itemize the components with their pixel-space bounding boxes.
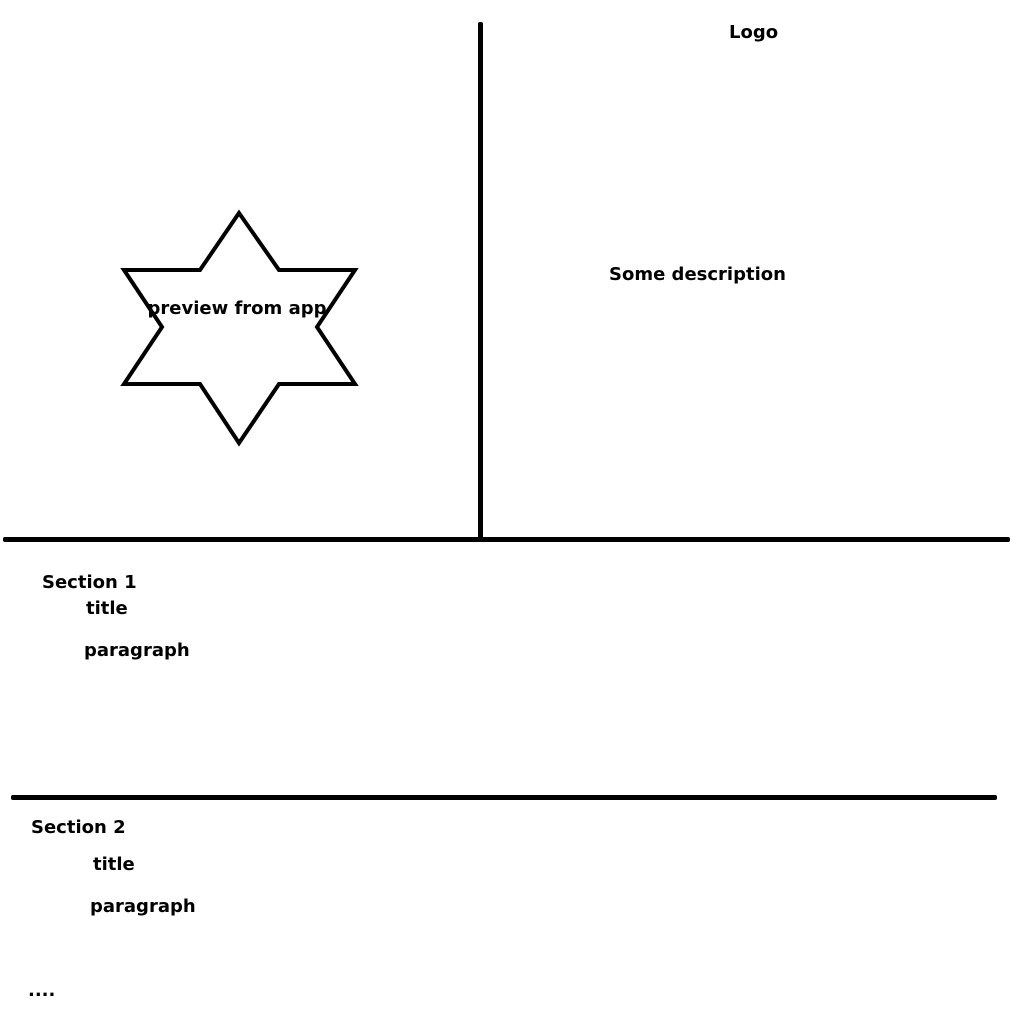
description: Some description <box>609 264 786 285</box>
more-ellipsis: .... <box>28 980 56 1001</box>
section-1-heading: Section 1 <box>42 572 137 593</box>
star-outline <box>120 209 359 447</box>
section-2-heading: Section 2 <box>31 817 126 838</box>
section-2-title: title <box>93 854 135 875</box>
logo: Logo <box>729 22 779 43</box>
section-1-paragraph: paragraph <box>84 640 190 661</box>
section-1-title: title <box>86 598 128 619</box>
section-2-paragraph: paragraph <box>90 896 196 917</box>
preview-star-shape: preview from app <box>120 209 359 447</box>
header-bottom-divider <box>3 537 1010 542</box>
preview-label: preview from app <box>148 298 327 319</box>
header-vertical-divider <box>478 22 483 540</box>
section-divider <box>11 795 997 800</box>
